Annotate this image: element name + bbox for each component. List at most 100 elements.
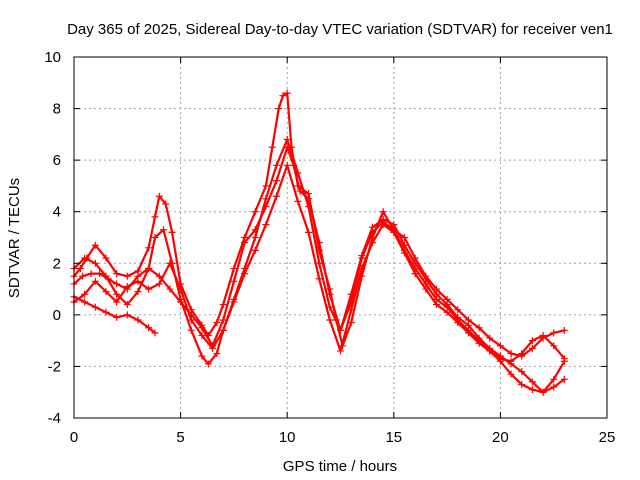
data-point bbox=[145, 264, 153, 272]
series-track-3 bbox=[70, 136, 568, 396]
data-point bbox=[296, 187, 304, 195]
data-point bbox=[422, 275, 430, 283]
data-point bbox=[155, 272, 163, 280]
y-tick-label: 4 bbox=[53, 204, 61, 221]
data-point bbox=[560, 375, 568, 383]
data-point bbox=[443, 301, 451, 309]
data-point bbox=[113, 313, 121, 321]
x-tick-label: 5 bbox=[176, 429, 184, 446]
data-point bbox=[315, 275, 323, 283]
data-point bbox=[177, 295, 185, 303]
data-point bbox=[273, 192, 281, 200]
data-point bbox=[279, 92, 287, 100]
data-point bbox=[91, 303, 99, 311]
data-point bbox=[102, 272, 110, 280]
data-point bbox=[486, 347, 494, 355]
data-point bbox=[273, 177, 281, 185]
data-point bbox=[187, 326, 195, 334]
data-point bbox=[151, 213, 159, 221]
axes: 0 5 10 15 20 25 -4 -2 0 2 4 6 8 10 bbox=[44, 49, 615, 446]
data-point bbox=[390, 221, 398, 229]
data-point bbox=[539, 388, 547, 396]
data-point bbox=[358, 252, 366, 260]
data-point bbox=[213, 319, 221, 327]
x-tick-label: 0 bbox=[70, 429, 78, 446]
data-point bbox=[294, 197, 302, 205]
data-point bbox=[507, 370, 515, 378]
data-point bbox=[123, 282, 131, 290]
data-point bbox=[251, 208, 259, 216]
data-point bbox=[305, 203, 313, 211]
data-point bbox=[91, 277, 99, 285]
data-point bbox=[550, 383, 558, 391]
data-point bbox=[550, 375, 558, 383]
y-tick-label: 6 bbox=[53, 152, 61, 169]
series-track-4 bbox=[70, 161, 568, 365]
data-point bbox=[102, 254, 110, 262]
x-axis-label: GPS time / hours bbox=[283, 458, 397, 475]
data-point bbox=[305, 228, 313, 236]
data-point bbox=[507, 350, 515, 358]
data-point bbox=[432, 301, 440, 309]
data-point bbox=[486, 334, 494, 342]
data-point bbox=[368, 223, 376, 231]
data-point bbox=[198, 352, 206, 360]
data-point bbox=[283, 161, 291, 169]
data-point bbox=[337, 347, 344, 355]
data-point bbox=[251, 246, 259, 254]
data-point bbox=[475, 324, 483, 332]
data-point bbox=[102, 288, 110, 296]
data-point bbox=[400, 249, 408, 257]
data-point bbox=[550, 329, 558, 337]
data-point bbox=[155, 192, 163, 200]
data-point bbox=[379, 221, 387, 229]
data-point bbox=[81, 298, 89, 306]
data-point bbox=[315, 259, 323, 267]
x-tick-label: 10 bbox=[279, 429, 296, 446]
data-point bbox=[550, 342, 558, 350]
y-tick-label: -4 bbox=[48, 410, 61, 427]
data-point bbox=[390, 228, 398, 236]
data-point bbox=[79, 272, 87, 280]
data-point bbox=[347, 306, 355, 314]
data-point bbox=[283, 136, 291, 144]
data-point bbox=[113, 298, 121, 306]
data-point bbox=[230, 264, 238, 272]
data-point bbox=[123, 272, 131, 280]
data-series bbox=[70, 89, 568, 396]
data-point bbox=[464, 321, 472, 329]
y-tick-label: 0 bbox=[53, 307, 61, 324]
data-point bbox=[230, 277, 238, 285]
data-point bbox=[160, 226, 168, 234]
data-point bbox=[145, 244, 153, 252]
data-point bbox=[464, 329, 472, 337]
data-point bbox=[81, 254, 89, 262]
data-point bbox=[443, 308, 451, 316]
data-point bbox=[518, 368, 526, 376]
data-point bbox=[422, 285, 430, 293]
data-point bbox=[166, 285, 174, 293]
data-point bbox=[262, 195, 270, 203]
data-point bbox=[198, 324, 206, 332]
data-point bbox=[96, 270, 104, 278]
data-point bbox=[145, 285, 153, 293]
data-point bbox=[518, 350, 526, 358]
data-point bbox=[166, 259, 174, 267]
data-point bbox=[528, 386, 536, 394]
data-point bbox=[283, 89, 291, 97]
data-point bbox=[113, 290, 121, 298]
data-point bbox=[411, 259, 419, 267]
data-point bbox=[262, 182, 270, 190]
data-point bbox=[379, 208, 387, 216]
data-point bbox=[155, 280, 163, 288]
data-point bbox=[273, 161, 281, 169]
y-tick-label: 8 bbox=[53, 101, 61, 118]
data-point bbox=[213, 350, 221, 358]
data-point bbox=[204, 360, 212, 368]
data-point bbox=[91, 241, 99, 249]
data-point bbox=[475, 339, 483, 347]
data-point bbox=[539, 331, 547, 339]
data-point bbox=[507, 357, 515, 365]
